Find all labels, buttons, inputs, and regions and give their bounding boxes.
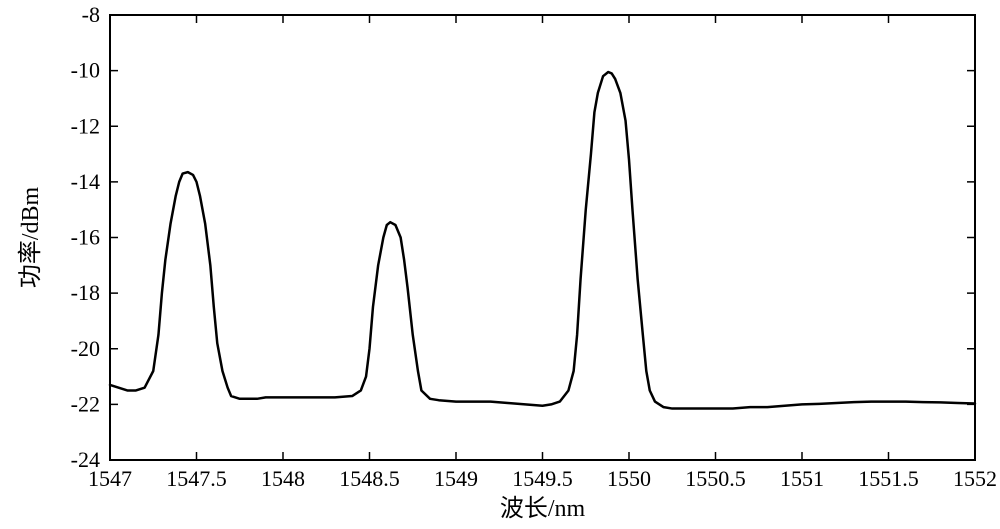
svg-text:1549: 1549 [434, 466, 478, 491]
svg-text:-8: -8 [82, 2, 100, 27]
svg-text:-24: -24 [71, 447, 100, 472]
svg-text:-18: -18 [71, 280, 100, 305]
svg-text:1547.5: 1547.5 [166, 466, 227, 491]
svg-text:1548.5: 1548.5 [339, 466, 400, 491]
svg-text:1551.5: 1551.5 [858, 466, 919, 491]
svg-text:1549.5: 1549.5 [512, 466, 573, 491]
spectrum-chart: 15471547.515481548.515491549.515501550.5… [0, 0, 1000, 529]
svg-text:-16: -16 [71, 225, 100, 250]
svg-text:-12: -12 [71, 113, 100, 138]
svg-text:1550.5: 1550.5 [685, 466, 746, 491]
x-axis-label: 波长/nm [500, 495, 586, 522]
svg-text:-14: -14 [71, 169, 100, 194]
svg-text:-20: -20 [71, 336, 100, 361]
svg-text:1550: 1550 [607, 466, 651, 491]
svg-text:-22: -22 [71, 391, 100, 416]
svg-text:1552: 1552 [953, 466, 997, 491]
svg-text:1551: 1551 [780, 466, 824, 491]
svg-text:-10: -10 [71, 58, 100, 83]
svg-text:1548: 1548 [261, 466, 305, 491]
y-axis-label: 功率/dBm [17, 186, 44, 288]
chart-svg: 15471547.515481548.515491549.515501550.5… [0, 0, 1000, 529]
